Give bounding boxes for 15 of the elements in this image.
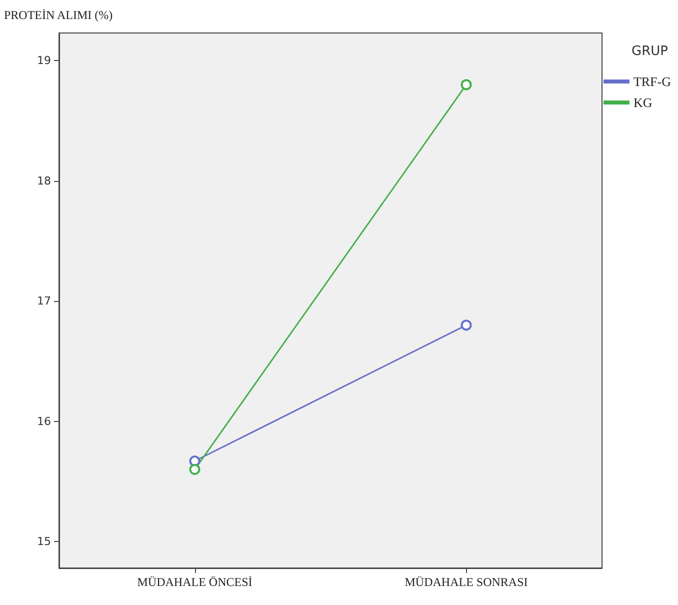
x-tick-label: MÜDAHALE ÖNCESİ: [137, 575, 252, 589]
legend-label: KG: [633, 95, 652, 110]
x-tick-label: MÜDAHALE SONRASI: [404, 575, 528, 589]
point: [460, 320, 472, 331]
y-tick-label: 15: [37, 535, 51, 548]
y-tick-label: 17: [37, 294, 51, 308]
point: [189, 456, 200, 466]
y-tick-label: 18: [37, 174, 51, 188]
point: [460, 79, 472, 90]
y-tick-label: 19: [37, 54, 51, 68]
legend-title: GRUP: [632, 44, 668, 59]
legend-label: TRF-G: [633, 74, 672, 89]
point: [189, 464, 200, 475]
y-tick-label: 16: [37, 414, 51, 428]
y-axis-title: PROTEİN ALIMI (%): [4, 8, 113, 22]
